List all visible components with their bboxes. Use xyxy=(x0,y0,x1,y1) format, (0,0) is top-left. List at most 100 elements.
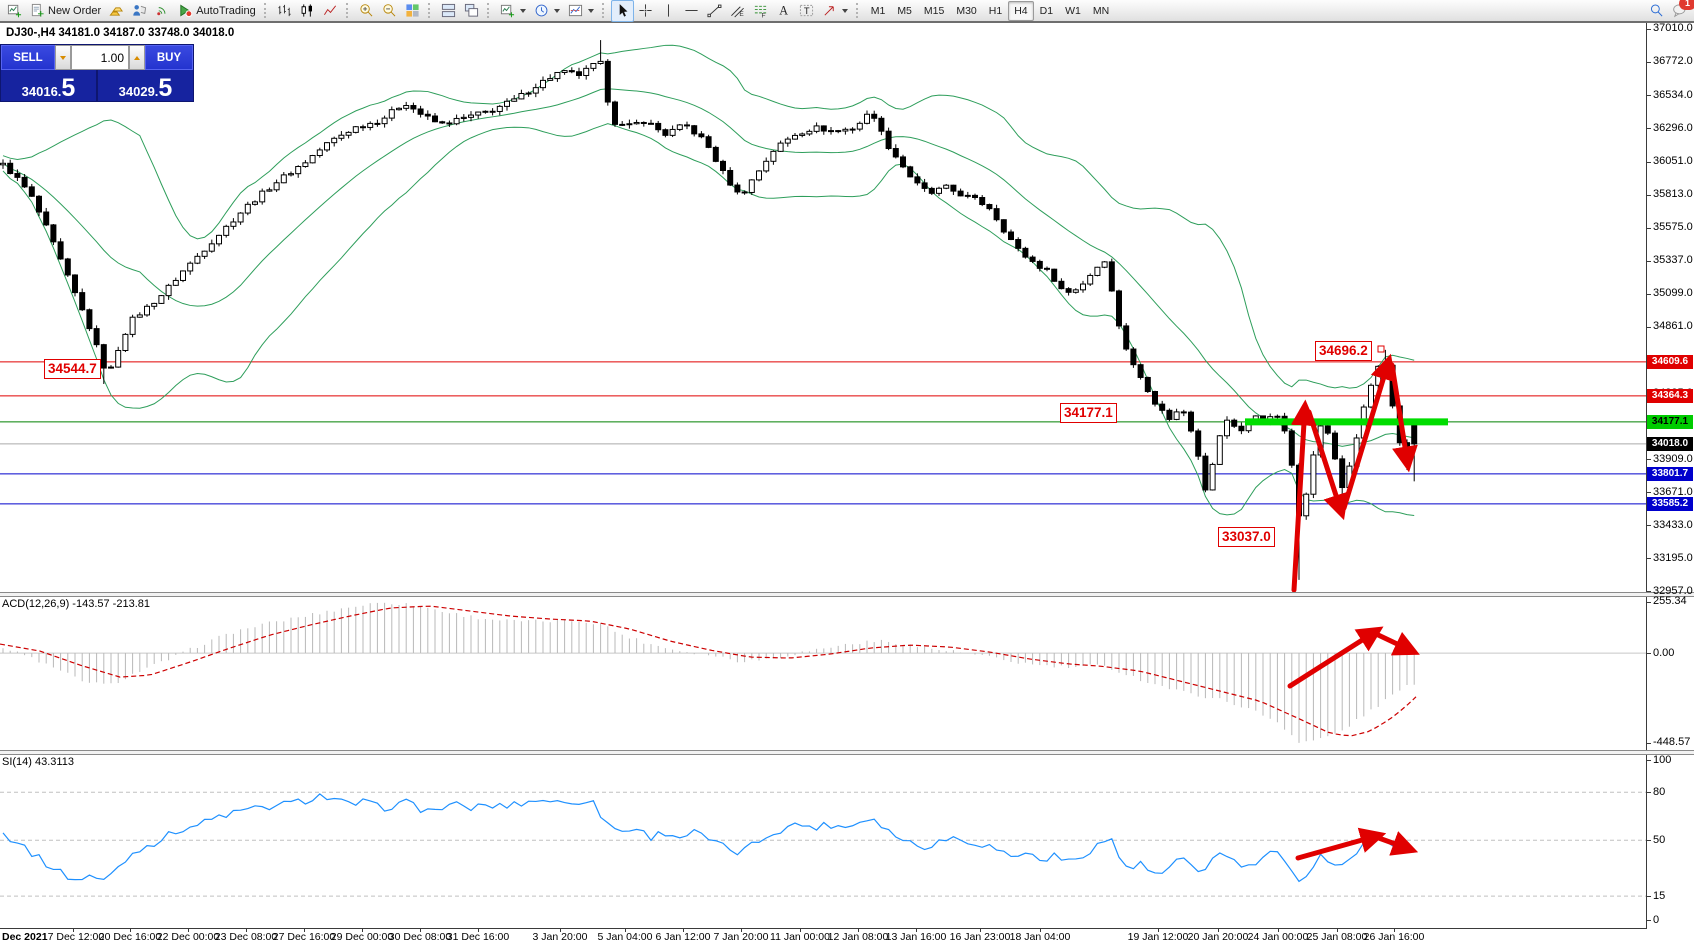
notifications-button[interactable]: 1 xyxy=(1668,0,1694,22)
tile-windows-button[interactable] xyxy=(401,0,424,22)
notification-badge: 1 xyxy=(1679,0,1694,10)
new-order-label: New Order xyxy=(48,4,102,17)
chart-title: DJ30-,H4 34181.0 34187.0 33748.0 34018.0 xyxy=(6,27,235,39)
trend-icon xyxy=(707,3,722,18)
time-axis-label: 5 Jan 04:00 xyxy=(597,931,653,943)
signals-button[interactable] xyxy=(151,0,174,22)
lot-decrease-button[interactable] xyxy=(55,45,71,70)
timeframe-d1-button[interactable]: D1 xyxy=(1039,4,1054,17)
price-tick-label: 33195.0 xyxy=(1653,551,1693,564)
time-tick-mark xyxy=(420,928,421,932)
sell-price[interactable]: 34016. 5 xyxy=(1,70,96,101)
dropdown-caret-icon xyxy=(519,8,526,13)
new-chart-button[interactable] xyxy=(496,0,530,22)
time-axis-label: 27 Dec 16:00 xyxy=(272,931,336,943)
sell-button[interactable]: SELL xyxy=(1,45,55,70)
vertical-line-button[interactable] xyxy=(657,0,680,22)
timeframe-mn-button[interactable]: MN xyxy=(1092,4,1110,17)
bar-chart-button[interactable] xyxy=(273,0,296,22)
rsi-tick-label: 50 xyxy=(1653,833,1666,846)
timeframe-h4-button[interactable]: H4 xyxy=(1008,0,1034,21)
price-annotation-label[interactable]: 33037.0 xyxy=(1218,527,1275,547)
time-axis-label: 17 Dec 12:00 xyxy=(41,931,105,943)
rsi-tick-mark xyxy=(1647,896,1651,898)
price-line-label: 34364.3 xyxy=(1647,388,1693,403)
toolbar-gripper xyxy=(263,3,269,18)
time-axis-label: 19 Jan 12:00 xyxy=(1127,931,1189,943)
timeframe-m5-button[interactable]: M5 xyxy=(897,4,912,17)
time-axis-label: 22 Dec 00:00 xyxy=(156,931,220,943)
triangle-up-icon xyxy=(134,55,140,60)
buy-price-main: 34029. xyxy=(118,84,159,99)
price-tick-label: 36772.0 xyxy=(1653,55,1693,68)
time-tick-mark xyxy=(625,928,626,932)
timeframe-m1-button[interactable]: M1 xyxy=(870,4,886,17)
time-tick-mark xyxy=(916,928,917,932)
expert-advisors-button[interactable] xyxy=(128,0,151,22)
trendline-button[interactable] xyxy=(703,0,726,22)
crosshair-button[interactable] xyxy=(634,0,657,22)
time-axis-label: 16 Jan 23:00 xyxy=(949,931,1011,943)
horizontal-line-button[interactable] xyxy=(680,0,703,22)
time-tick-mark xyxy=(1394,928,1395,932)
lot-increase-button[interactable] xyxy=(129,45,145,70)
time-tick-mark xyxy=(1278,928,1279,932)
rsi-panel-splitter[interactable] xyxy=(0,750,1694,755)
macd-panel-splitter[interactable] xyxy=(0,592,1694,597)
buy-price[interactable]: 34029. 5 xyxy=(98,70,193,101)
arrow-objects-button[interactable] xyxy=(818,0,852,22)
timeframe-h1-button[interactable]: H1 xyxy=(988,4,1003,17)
price-annotation-label[interactable]: 34177.1 xyxy=(1060,403,1117,423)
text-label-button[interactable]: T xyxy=(795,0,818,22)
line-chart-button[interactable] xyxy=(319,0,342,22)
lot-size-input[interactable] xyxy=(71,45,129,70)
price-tick-mark xyxy=(1647,591,1651,593)
buy-button[interactable]: BUY xyxy=(145,45,193,70)
new-order-button[interactable]: New Order xyxy=(26,0,105,22)
rsi-tick-mark xyxy=(1647,760,1651,762)
bollinger-middle xyxy=(2,88,1415,447)
price-annotation-label[interactable]: 34696.2 xyxy=(1315,341,1372,361)
time-tick-mark xyxy=(858,928,859,932)
autotrading-button[interactable]: AutoTrading xyxy=(174,0,260,22)
price-tick-mark xyxy=(1647,61,1651,63)
newchart-icon xyxy=(500,3,515,18)
period-selector-button[interactable] xyxy=(530,0,564,22)
timeframe-m15-button[interactable]: M15 xyxy=(923,4,945,17)
search-button[interactable] xyxy=(1645,0,1668,22)
docplus-icon xyxy=(30,3,45,18)
time-tick-mark xyxy=(246,928,247,932)
cascade-windows-button[interactable] xyxy=(460,0,483,22)
candlestick-chart-button[interactable] xyxy=(296,0,319,22)
linechart-icon xyxy=(323,3,338,18)
cursor-button[interactable] xyxy=(610,0,634,22)
time-tick-mark xyxy=(1040,928,1041,932)
price-annotation-label[interactable]: 34544.7 xyxy=(44,359,101,379)
text-button[interactable]: A xyxy=(772,0,795,22)
sell-price-main: 34016. xyxy=(21,84,62,99)
zoom-in-button[interactable] xyxy=(355,0,378,22)
dropdown-caret-icon xyxy=(553,8,560,13)
fibonacci-retracement-button[interactable]: F xyxy=(749,0,772,22)
time-axis-label: 11 Jan 00:00 xyxy=(770,931,830,943)
macd-label: ACD(12,26,9) -143.57 -213.81 xyxy=(2,598,150,610)
deposit-funds-button[interactable] xyxy=(105,0,128,22)
equidistant-channel-button[interactable]: E xyxy=(726,0,749,22)
candles-icon xyxy=(300,3,315,18)
annotation-arrow xyxy=(1306,409,1349,521)
time-tick-mark xyxy=(1337,928,1338,932)
chart-window-button[interactable] xyxy=(3,0,26,22)
crosshair-icon xyxy=(638,3,653,18)
bars-icon xyxy=(277,3,292,18)
auto-arrange-button[interactable] xyxy=(437,0,460,22)
timeframe-w1-button[interactable]: W1 xyxy=(1065,4,1081,17)
chart-templates-button[interactable] xyxy=(564,0,598,22)
vline-icon xyxy=(661,3,676,18)
price-line-label: 33801.7 xyxy=(1647,466,1693,481)
price-tick-mark xyxy=(1647,95,1651,96)
price-tick-label: 33671.0 xyxy=(1653,485,1693,498)
timeframe-m30-button[interactable]: M30 xyxy=(956,4,977,17)
zoom-out-button[interactable] xyxy=(378,0,401,22)
